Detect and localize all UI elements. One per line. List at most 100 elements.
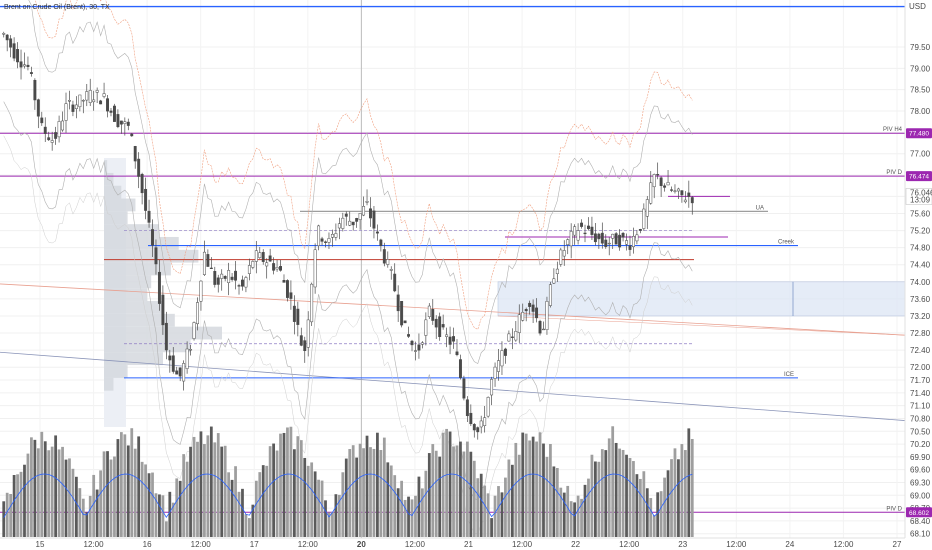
x-tick-label: 12:00 <box>84 540 105 549</box>
volume-bar <box>33 439 37 537</box>
volume-profile-bar <box>104 172 114 186</box>
volume-bar <box>510 464 514 537</box>
volume-bar <box>614 442 618 537</box>
candle-body <box>583 232 587 235</box>
candle-body <box>355 218 359 222</box>
volume-bar <box>327 512 331 537</box>
volume-profile-bar <box>104 377 114 391</box>
volume-bar <box>99 470 102 537</box>
candle-body <box>434 318 438 328</box>
volume-bar <box>497 486 500 537</box>
volume-bar <box>248 518 251 537</box>
candle-body <box>393 273 397 292</box>
candle-body <box>299 335 303 346</box>
candle-body <box>303 340 307 351</box>
volume-bar <box>213 442 217 537</box>
candle-body <box>628 245 632 250</box>
candle-body <box>92 99 96 103</box>
y-tick-label: 73.60 <box>910 295 931 304</box>
volume-bar <box>109 459 113 537</box>
volume-bar <box>12 475 16 537</box>
candle-body <box>569 231 573 247</box>
volume-bar <box>286 427 289 537</box>
y-tick-label: 75.20 <box>910 227 931 236</box>
candle-body <box>410 340 414 346</box>
x-tick-label: 20 <box>357 540 366 549</box>
volume-bar <box>389 465 393 537</box>
volume-bar <box>465 441 469 537</box>
volume-bar <box>299 440 303 537</box>
volume-bar <box>175 478 179 537</box>
candle-body <box>317 225 321 246</box>
volume-profile-bar <box>104 313 175 327</box>
candle-body <box>74 104 78 109</box>
chart-title: Brent on Crude Oil (Brent), 30, TX <box>4 4 110 11</box>
volume-bar <box>476 478 480 537</box>
volume-bar <box>126 445 130 537</box>
candle-body <box>344 213 348 217</box>
candle-body <box>635 234 639 242</box>
volume-bar <box>119 432 123 537</box>
candle-body <box>445 334 449 337</box>
candle-body <box>151 229 154 246</box>
candle-body <box>5 34 9 41</box>
volume-bar <box>445 428 448 537</box>
x-tick-label: 16 <box>143 540 152 549</box>
volume-bar <box>206 435 210 537</box>
current-price-badge <box>905 188 932 205</box>
candle-body <box>417 344 421 351</box>
outer-upper-band <box>35 0 693 330</box>
candle-body <box>642 208 646 229</box>
candle-body <box>607 242 611 245</box>
candle-body <box>154 247 158 265</box>
candle-body <box>47 137 51 141</box>
volume-bar <box>500 492 504 537</box>
volume-bar <box>9 493 13 537</box>
volume-bar <box>607 438 611 537</box>
candle-body <box>324 241 327 243</box>
volume-bar <box>628 457 632 537</box>
volume-bar <box>78 488 82 537</box>
upper-band <box>28 0 693 365</box>
candle-body <box>189 349 193 351</box>
volume-bar <box>147 473 151 537</box>
candle-body <box>614 233 618 245</box>
volume-bar <box>19 471 23 537</box>
candle-body <box>576 230 580 241</box>
candle-body <box>140 173 144 194</box>
volume-bar <box>434 450 438 537</box>
volume-bar <box>16 474 19 537</box>
volume-bar <box>133 448 137 537</box>
candle-body <box>234 270 238 281</box>
candle-body <box>676 188 680 192</box>
y-tick-label: 72.00 <box>910 363 931 372</box>
candle-body <box>126 121 130 126</box>
volume-profile-bar <box>104 185 122 199</box>
candle-body <box>503 348 507 356</box>
volume-bar <box>92 474 96 537</box>
volume-bar <box>26 453 30 537</box>
candle-body <box>306 319 310 348</box>
candle-body <box>656 174 660 176</box>
candle-body <box>382 249 386 264</box>
candle-body <box>64 103 68 121</box>
volume-bar <box>268 446 272 537</box>
volume-bar <box>123 434 127 537</box>
candle-body <box>472 424 476 431</box>
candle-body <box>95 90 99 93</box>
candle-body <box>666 182 670 186</box>
level-label: PIV D <box>886 506 902 512</box>
candle-body <box>213 271 217 285</box>
volume-bar <box>424 470 428 537</box>
candle-body <box>414 350 417 352</box>
candle-body <box>680 190 684 196</box>
candle-body <box>618 234 622 248</box>
candle-body <box>465 399 469 417</box>
volume-bar <box>649 498 653 537</box>
candle-body <box>171 355 175 372</box>
volume-bar <box>566 485 570 537</box>
candle-body <box>144 188 148 211</box>
volume-bar <box>618 448 621 537</box>
volume-profile-bar <box>104 160 108 173</box>
